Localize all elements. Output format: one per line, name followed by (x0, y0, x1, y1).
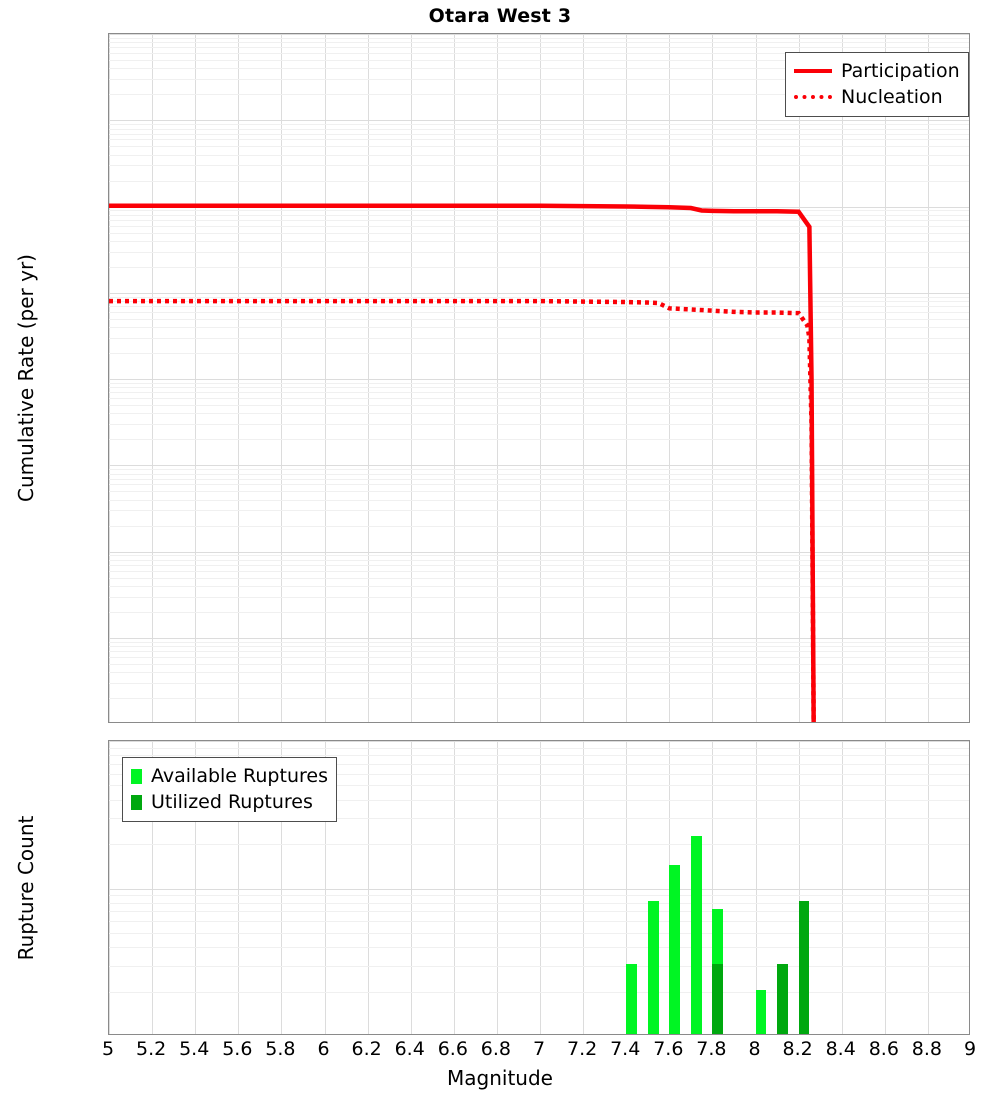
curve-participation (109, 206, 814, 723)
x-tick-label: 5.2 (136, 1038, 166, 1060)
x-tick-label: 8.6 (869, 1038, 899, 1060)
legend-label-nucleation: Nucleation (841, 86, 943, 108)
gridline-horizontal (109, 895, 969, 896)
x-tick-label: 6.2 (351, 1038, 381, 1060)
x-axis-label: Magnitude (0, 1066, 1000, 1090)
curve-nucleation (109, 301, 814, 723)
figure-canvas: Otara West 3 Cumulative Rate (per yr) Pa… (0, 0, 1000, 1100)
x-tick-label: 5 (102, 1038, 114, 1060)
gridline-horizontal (109, 966, 969, 967)
gridline-horizontal (109, 911, 969, 912)
gridline-horizontal (109, 844, 969, 845)
x-tick-label: 5.6 (222, 1038, 252, 1060)
gridline-horizontal (109, 748, 969, 749)
x-tick-label: 5.8 (265, 1038, 295, 1060)
legend-item-nucleation[interactable]: Nucleation (794, 84, 960, 110)
solid-line-icon (794, 69, 832, 73)
gridline-horizontal (109, 889, 969, 890)
x-tick-label: 7.6 (653, 1038, 683, 1060)
legend-label-utilized-ruptures: Utilized Ruptures (151, 791, 313, 813)
gridline-horizontal (109, 921, 969, 922)
utilized-color-swatch-icon (131, 795, 142, 810)
legend-item-utilized-ruptures[interactable]: Utilized Ruptures (131, 789, 328, 815)
bottom-y-axis-label: Rupture Count (14, 816, 38, 961)
x-tick-label: 6.8 (481, 1038, 511, 1060)
legend-item-available-ruptures[interactable]: Available Ruptures (131, 763, 328, 789)
gridline-horizontal (109, 992, 969, 993)
bar-utilized (799, 901, 810, 1034)
x-tick-label: 8 (748, 1038, 760, 1060)
x-tick-label: 8.4 (826, 1038, 856, 1060)
legend-label-available-ruptures: Available Ruptures (151, 765, 328, 787)
x-tick-label: 6.6 (438, 1038, 468, 1060)
top-legend: Participation Nucleation (785, 52, 969, 117)
mfd-curves (109, 34, 970, 723)
cumulative-rate-axes (108, 33, 970, 723)
bar-available (669, 865, 680, 1034)
x-tick-label: 8.8 (912, 1038, 942, 1060)
x-tick-label: 5.4 (179, 1038, 209, 1060)
bar-utilized (712, 964, 723, 1034)
x-tick-label: 7.8 (696, 1038, 726, 1060)
bar-available (756, 990, 767, 1034)
gridline-horizontal (109, 741, 969, 742)
top-y-axis-label: Cumulative Rate (per yr) (14, 254, 38, 502)
gridline-horizontal (109, 947, 969, 948)
x-tick-label: 8.2 (782, 1038, 812, 1060)
x-tick-label: 6.4 (395, 1038, 425, 1060)
bottom-legend: Available Ruptures Utilized Ruptures (122, 757, 337, 822)
gridline-horizontal (109, 933, 969, 934)
bar-available (691, 836, 702, 1034)
bar-available (626, 964, 637, 1034)
dotted-line-icon (794, 95, 832, 99)
x-tick-label: 6 (317, 1038, 329, 1060)
x-tick-label: 9 (964, 1038, 976, 1060)
legend-item-participation[interactable]: Participation (794, 58, 960, 84)
gridline-horizontal (109, 903, 969, 904)
bar-utilized (777, 964, 788, 1034)
figure-title: Otara West 3 (0, 5, 1000, 27)
available-color-swatch-icon (131, 769, 142, 784)
bar-available (648, 901, 659, 1034)
x-tick-label: 7.4 (610, 1038, 640, 1060)
legend-label-participation: Participation (841, 60, 960, 82)
x-tick-label: 7 (533, 1038, 545, 1060)
x-tick-label: 7.2 (567, 1038, 597, 1060)
